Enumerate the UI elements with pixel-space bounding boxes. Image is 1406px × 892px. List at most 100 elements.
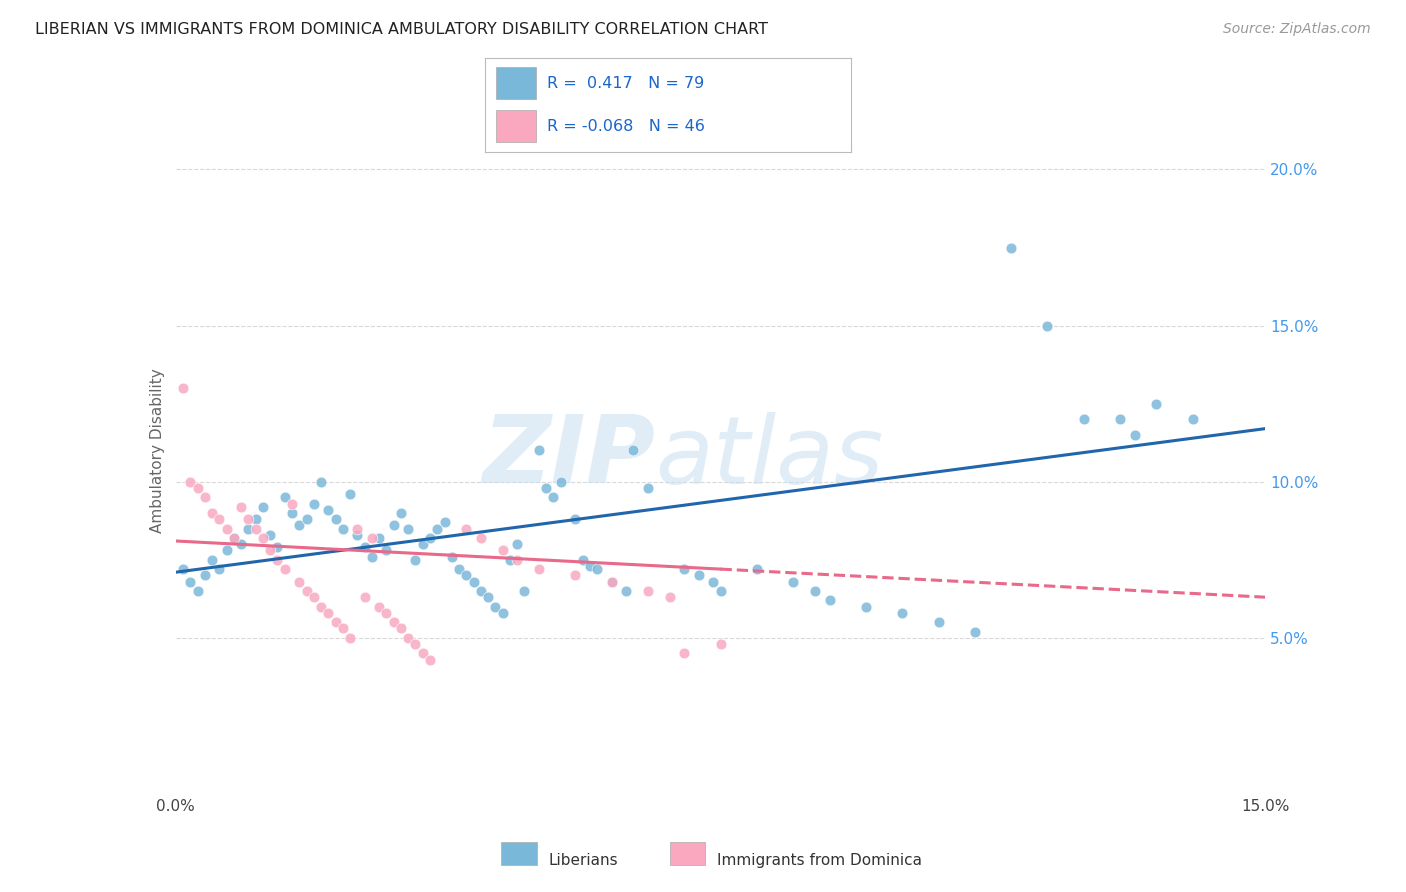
Point bbox=[172, 562, 194, 576]
Point bbox=[637, 481, 659, 495]
Point bbox=[637, 583, 659, 598]
Point bbox=[179, 574, 201, 589]
Point bbox=[405, 552, 427, 567]
Point bbox=[396, 631, 419, 645]
Point bbox=[1146, 396, 1168, 410]
Point bbox=[702, 574, 724, 589]
Point bbox=[231, 537, 253, 551]
Point bbox=[440, 549, 463, 564]
Point bbox=[579, 558, 602, 574]
Point bbox=[456, 568, 478, 582]
Point bbox=[470, 583, 492, 598]
Point bbox=[194, 490, 217, 504]
Point bbox=[332, 621, 354, 635]
Point bbox=[302, 496, 325, 510]
Point bbox=[543, 490, 565, 504]
Point bbox=[172, 381, 194, 395]
Point bbox=[447, 562, 470, 576]
Point bbox=[527, 443, 550, 458]
Point bbox=[745, 562, 768, 576]
Point bbox=[963, 624, 986, 639]
Point bbox=[309, 475, 332, 489]
Point bbox=[288, 574, 311, 589]
Point bbox=[1036, 318, 1059, 333]
Point bbox=[673, 646, 696, 660]
Point bbox=[673, 562, 696, 576]
Point bbox=[353, 591, 375, 605]
Point bbox=[564, 512, 586, 526]
Point bbox=[266, 540, 288, 554]
Point bbox=[499, 552, 522, 567]
Point bbox=[332, 521, 354, 535]
Point bbox=[389, 621, 412, 635]
Text: LIBERIAN VS IMMIGRANTS FROM DOMINICA AMBULATORY DISABILITY CORRELATION CHART: LIBERIAN VS IMMIGRANTS FROM DOMINICA AMB… bbox=[35, 22, 768, 37]
Point bbox=[194, 568, 217, 582]
Text: Liberians: Liberians bbox=[548, 854, 619, 868]
Point bbox=[222, 531, 245, 545]
Point bbox=[484, 599, 506, 614]
Point bbox=[506, 552, 529, 567]
Point bbox=[238, 512, 260, 526]
Point bbox=[231, 500, 253, 514]
Bar bbox=[669, 842, 706, 865]
Point bbox=[782, 574, 804, 589]
Point bbox=[274, 562, 297, 576]
Point bbox=[396, 521, 419, 535]
Text: R = -0.068   N = 46: R = -0.068 N = 46 bbox=[547, 119, 704, 134]
Point bbox=[456, 521, 478, 535]
Point bbox=[513, 583, 536, 598]
Point bbox=[295, 512, 318, 526]
Point bbox=[325, 512, 347, 526]
Point bbox=[564, 568, 586, 582]
Point bbox=[492, 543, 515, 558]
Point bbox=[688, 568, 710, 582]
Point bbox=[412, 537, 434, 551]
Point bbox=[818, 593, 841, 607]
Point bbox=[346, 521, 368, 535]
Point bbox=[506, 537, 529, 551]
Point bbox=[419, 531, 441, 545]
Point bbox=[586, 562, 609, 576]
Point bbox=[201, 506, 224, 520]
Point bbox=[302, 591, 325, 605]
Point bbox=[318, 606, 340, 620]
Point bbox=[238, 521, 260, 535]
Point bbox=[360, 531, 382, 545]
Point bbox=[1123, 427, 1146, 442]
Point bbox=[375, 543, 398, 558]
Point bbox=[405, 637, 427, 651]
Point bbox=[375, 606, 398, 620]
Point bbox=[266, 552, 288, 567]
Point bbox=[295, 583, 318, 598]
Point bbox=[325, 615, 347, 630]
Point bbox=[339, 631, 361, 645]
Point bbox=[281, 496, 304, 510]
Point bbox=[346, 527, 368, 541]
Point bbox=[288, 518, 311, 533]
Point bbox=[382, 518, 405, 533]
Point bbox=[252, 531, 274, 545]
Point bbox=[353, 540, 375, 554]
Point bbox=[360, 549, 382, 564]
Point bbox=[368, 599, 391, 614]
Point bbox=[463, 574, 485, 589]
Point bbox=[215, 521, 238, 535]
Point bbox=[600, 574, 623, 589]
Point bbox=[318, 502, 340, 516]
Point bbox=[186, 583, 209, 598]
Point bbox=[252, 500, 274, 514]
Point bbox=[804, 583, 827, 598]
Point bbox=[419, 653, 441, 667]
Point bbox=[600, 574, 623, 589]
Point bbox=[259, 527, 281, 541]
Point bbox=[621, 443, 644, 458]
Point bbox=[710, 637, 733, 651]
Bar bbox=[496, 68, 536, 99]
Point bbox=[855, 599, 877, 614]
Point bbox=[222, 531, 245, 545]
Point bbox=[658, 591, 681, 605]
Point bbox=[1000, 240, 1022, 255]
Text: R =  0.417   N = 79: R = 0.417 N = 79 bbox=[547, 76, 704, 91]
Point bbox=[309, 599, 332, 614]
Point bbox=[426, 521, 449, 535]
